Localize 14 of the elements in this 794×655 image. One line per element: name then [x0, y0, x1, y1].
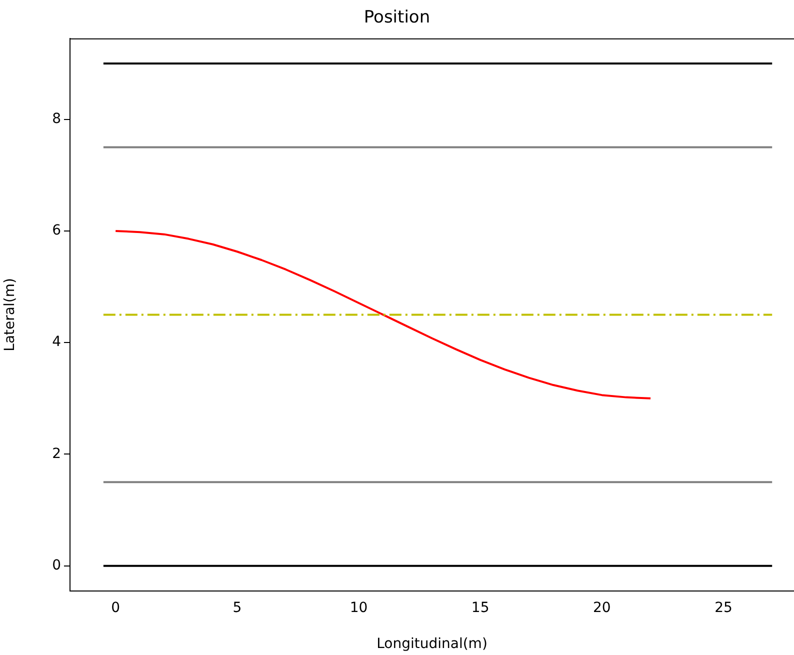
x-axis-title: Longitudinal(m) — [376, 636, 488, 652]
y-tick-label: 4 — [52, 334, 62, 350]
y-axis-title: Lateral(m) — [2, 278, 18, 352]
chart-title: Position — [364, 8, 430, 28]
x-tick-label: 25 — [714, 600, 732, 616]
x-tick-label: 20 — [592, 600, 611, 616]
y-tick-label: 2 — [52, 446, 61, 462]
y-tick-label: 8 — [52, 110, 61, 127]
x-tick-label: 10 — [350, 600, 368, 616]
x-tick-label: 5 — [232, 600, 242, 616]
y-tick-label: 6 — [52, 222, 62, 239]
y-tick-label: 0 — [52, 558, 61, 574]
x-tick-label: 15 — [471, 600, 490, 616]
x-tick-label: 0 — [111, 600, 120, 616]
